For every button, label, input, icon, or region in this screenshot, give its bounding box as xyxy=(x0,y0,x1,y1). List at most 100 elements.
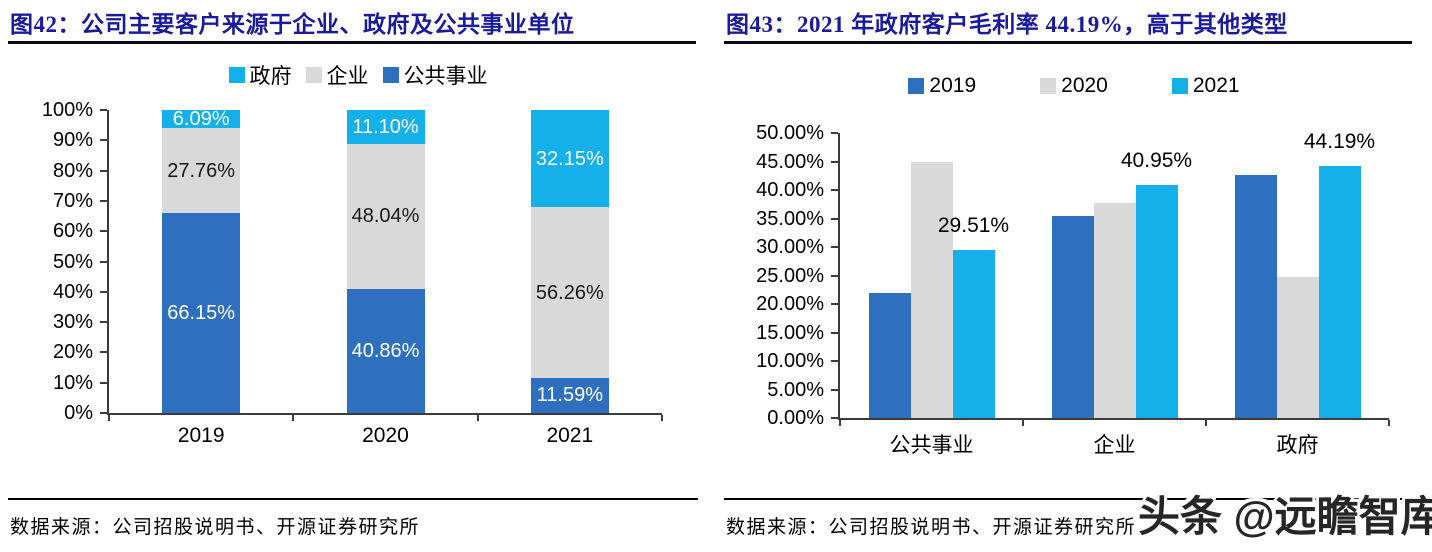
x-axis-category-label: 2019 xyxy=(177,424,225,447)
y-axis-tick-label: 15.00% xyxy=(756,321,824,344)
y-axis-tick-label: 20.00% xyxy=(756,293,824,315)
legend-item: 2021 xyxy=(1171,74,1240,98)
bar-2020 xyxy=(910,161,953,418)
x-axis-tick xyxy=(292,415,295,421)
bar-2021 xyxy=(1135,184,1178,418)
y-axis-tick-label: 10.00% xyxy=(756,350,824,372)
y-axis-tick-label: 45.00% xyxy=(756,150,824,173)
y-axis-tick-label: 25.00% xyxy=(756,264,824,287)
y-axis-tick-label: 0% xyxy=(64,402,93,424)
legend-swatch xyxy=(305,67,322,83)
x-axis-category-label: 公共事业 xyxy=(889,434,974,457)
bar-segment-企业: 48.04% xyxy=(346,143,425,290)
y-axis-tick-label: 60% xyxy=(52,220,93,243)
figure-43-title-rule xyxy=(724,41,1412,44)
y-axis-tick-label: 40.00% xyxy=(756,179,824,201)
y-axis-tick xyxy=(831,246,838,248)
y-axis-tick-label: 100% xyxy=(41,99,93,121)
y-axis-tick xyxy=(831,388,838,391)
y-axis-tick-label: 90% xyxy=(52,129,93,152)
y-axis-tick xyxy=(100,381,107,384)
y-axis-tick xyxy=(100,109,107,111)
legend-label: 政府 xyxy=(249,65,292,88)
y-axis-tick-label: 40% xyxy=(52,280,93,303)
legend-swatch xyxy=(228,67,245,83)
x-axis-tick xyxy=(476,415,479,421)
legend-item: 2019 xyxy=(908,74,976,98)
x-axis-tick xyxy=(1205,420,1207,426)
y-axis-tick xyxy=(831,417,838,419)
bar-value-label: 27.76% xyxy=(167,159,236,182)
y-axis-tick xyxy=(100,260,107,263)
y-axis-tick xyxy=(831,331,838,334)
x-axis-tick xyxy=(1388,420,1390,426)
y-axis-tick-label: 0.00% xyxy=(767,407,824,429)
bar-2019 xyxy=(1234,175,1277,418)
bar-value-label: 48.04% xyxy=(351,205,420,228)
figure-42-title: 图42：公司主要客户来源于企业、政府及公共事业单位 xyxy=(10,12,575,37)
bar-segment-企业: 27.76% xyxy=(162,128,241,213)
bar-segment-公共事业: 66.15% xyxy=(162,212,241,413)
figure-42-stacked-bar-chart: 0% 10% 20% 30% 40% 50% 60% 70% 80% 90% 100% 2019 202… xyxy=(42,99,663,447)
y-axis-tick xyxy=(831,217,838,220)
legend-label: 公共事业 xyxy=(403,65,488,88)
figure-42-source: 数据来源：公司招股说明书、开源证券研究所 xyxy=(10,517,421,538)
bar-2019 xyxy=(1051,216,1094,418)
y-axis-tick-label: 10% xyxy=(52,371,93,394)
y-axis-tick xyxy=(831,303,838,305)
y-axis-tick xyxy=(100,139,107,142)
figure-42-panel: 图42：公司主要客户来源于企业、政府及公共事业单位 政府 企业 公共事业 0% 10%… xyxy=(0,12,716,538)
y-axis-tick xyxy=(831,132,838,134)
figure-43-title: 图43：2021 年政府客户毛利率 44.19%，高于其他类型 xyxy=(726,12,1288,37)
legend-swatch xyxy=(1171,78,1188,94)
figure-43-legend: 2019 2020 2021 xyxy=(716,74,1432,98)
bar-segment-公共事业: 40.86% xyxy=(346,289,425,413)
x-axis-tick xyxy=(661,415,663,421)
y-axis-tick xyxy=(831,360,838,362)
y-axis-tick xyxy=(831,189,838,191)
legend-item: 政府 xyxy=(228,60,292,90)
y-axis-tick-label: 70% xyxy=(52,189,93,212)
bar-2021 xyxy=(952,249,995,418)
bar-value-label: 40.86% xyxy=(351,340,420,363)
x-axis-tick xyxy=(839,420,841,426)
legend-label: 2021 xyxy=(1192,74,1240,97)
bar-value-label: 11.10% xyxy=(352,115,419,138)
figure-42-source-rule xyxy=(8,498,698,500)
legend-label: 企业 xyxy=(326,65,369,88)
bar-2021 xyxy=(1318,166,1361,418)
x-axis-category-label: 企业 xyxy=(1093,434,1136,457)
y-axis-tick-label: 80% xyxy=(52,159,93,182)
bar-value-label: 11.59% xyxy=(536,384,603,407)
data-label: 44.19% xyxy=(1303,130,1376,154)
x-axis-tick xyxy=(108,415,110,421)
x-axis-category-label: 2020 xyxy=(362,424,409,447)
figure-43-panel: 图43：2021 年政府客户毛利率 44.19%，高于其他类型 2019 2020… xyxy=(716,0,1432,552)
figure-42-legend: 政府 企业 公共事业 xyxy=(0,60,716,90)
legend-item: 2020 xyxy=(1040,74,1108,98)
bar-value-label: 66.15% xyxy=(167,301,236,324)
legend-swatch xyxy=(1040,78,1057,94)
legend-label: 2019 xyxy=(929,74,977,97)
bar-2020 xyxy=(1276,277,1319,418)
legend-swatch xyxy=(908,78,925,94)
bar-segment-政府: 6.09% xyxy=(162,109,241,129)
y-axis-tick-label: 35.00% xyxy=(756,207,824,230)
watermark-text: 头条 @远瞻智库 xyxy=(1138,493,1432,540)
figure-43-source: 数据来源：公司招股说明书、开源证券研究所 xyxy=(726,517,1137,538)
y-axis-tick xyxy=(100,169,107,172)
y-axis-tick-label: 50.00% xyxy=(756,122,824,144)
y-axis-tick xyxy=(100,321,107,324)
data-label: 40.95% xyxy=(1120,148,1193,172)
x-axis-category-label: 政府 xyxy=(1276,434,1319,457)
y-axis-tick xyxy=(831,274,838,277)
bar-segment-政府: 11.10% xyxy=(346,110,425,144)
figure-43-source-rule xyxy=(724,498,1414,500)
y-axis-tick-label: 50% xyxy=(52,250,93,273)
x-axis-category-label: 2021 xyxy=(546,424,594,447)
y-axis-tick xyxy=(100,199,107,202)
figure-43-grouped-bar-chart: 0.00% 5.00% 10.00% 15.00% 20.00% 25.00% 30.00%… xyxy=(756,122,1390,457)
x-axis-tick xyxy=(1022,420,1024,426)
y-axis-tick xyxy=(831,160,838,163)
legend-label: 2020 xyxy=(1061,74,1108,97)
